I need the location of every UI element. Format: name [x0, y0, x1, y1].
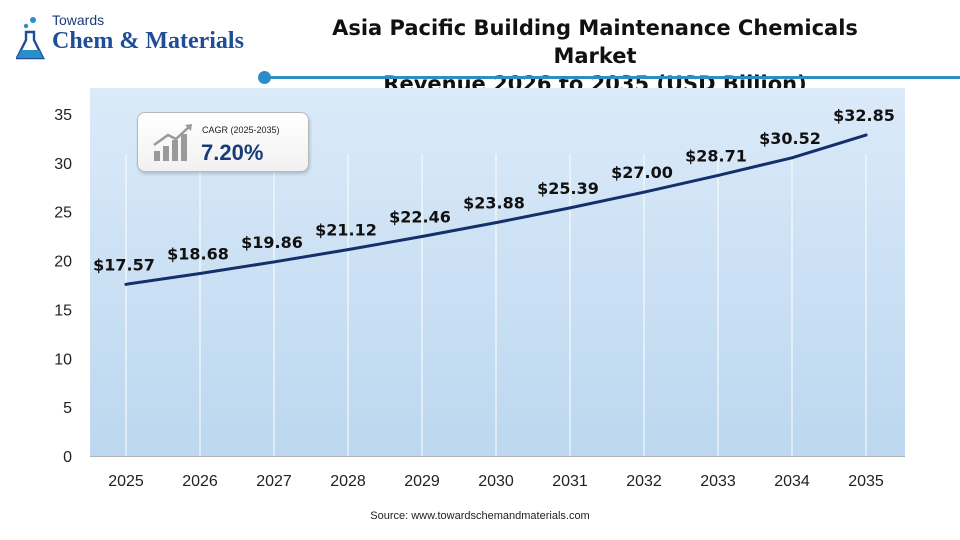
- logo-text-small: Towards: [52, 12, 105, 28]
- data-point-2033: [716, 173, 720, 177]
- data-label-2026: $18.68: [167, 244, 229, 263]
- x-tick-label: 2027: [256, 473, 292, 490]
- data-label-2028: $21.12: [315, 221, 377, 240]
- data-point-2028: [346, 248, 350, 252]
- x-tick-label: 2025: [108, 473, 144, 490]
- data-label-2029: $22.46: [389, 208, 451, 227]
- x-tick-label: 2033: [700, 473, 736, 490]
- x-tick-label: 2031: [552, 473, 588, 490]
- data-label-2025: $17.57: [93, 255, 155, 274]
- y-tick-label: 30: [54, 156, 72, 173]
- source-note: Source: www.towardschemandmaterials.com: [370, 510, 590, 522]
- x-tick-label: 2029: [404, 473, 440, 490]
- y-tick-label: 35: [54, 107, 72, 124]
- company-logo: Towards Chem & Materials: [16, 10, 256, 66]
- title-divider-dot: [258, 71, 271, 84]
- x-tick-label: 2028: [330, 473, 366, 490]
- y-tick-label: 10: [54, 351, 72, 368]
- data-label-2034: $30.52: [759, 129, 821, 148]
- data-label-2030: $23.88: [463, 194, 525, 213]
- y-tick-label: 5: [63, 400, 72, 417]
- data-point-2027: [272, 260, 276, 264]
- cagr-label: CAGR (2025-2035): [202, 125, 280, 135]
- x-tick-label: 2026: [182, 473, 218, 490]
- y-tick-label: 0: [63, 449, 72, 466]
- data-label-2027: $19.86: [241, 233, 303, 252]
- x-tick-label: 2032: [626, 473, 662, 490]
- data-point-2030: [494, 221, 498, 225]
- data-point-2029: [420, 235, 424, 239]
- x-tick-label: 2035: [848, 473, 884, 490]
- data-label-2031: $25.39: [537, 179, 599, 198]
- x-tick-label: 2034: [774, 473, 810, 490]
- data-point-2034: [790, 156, 794, 160]
- data-label-2035: $32.85: [833, 106, 895, 125]
- cagr-callout: CAGR (2025-2035) 7.20%: [137, 112, 309, 172]
- flask-icon: [16, 17, 45, 60]
- growth-chart-icon: [153, 124, 192, 161]
- data-point-2026: [198, 271, 202, 275]
- cagr-value: 7.20%: [201, 140, 264, 165]
- data-label-2033: $28.71: [685, 146, 747, 165]
- y-tick-label: 20: [54, 254, 72, 271]
- y-tick-label: 15: [54, 302, 72, 319]
- y-tick-label: 25: [54, 205, 72, 222]
- data-point-2032: [642, 190, 646, 194]
- x-tick-label: 2030: [478, 473, 514, 490]
- data-point-2031: [568, 206, 572, 210]
- data-label-2032: $27.00: [611, 163, 673, 182]
- data-point-2035: [864, 133, 868, 137]
- data-point-2025: [124, 282, 128, 286]
- title-divider: [264, 76, 960, 79]
- chart-title-line-1: Asia Pacific Building Maintenance Chemic…: [332, 16, 858, 68]
- logo-text-main: Chem & Materials: [52, 28, 244, 54]
